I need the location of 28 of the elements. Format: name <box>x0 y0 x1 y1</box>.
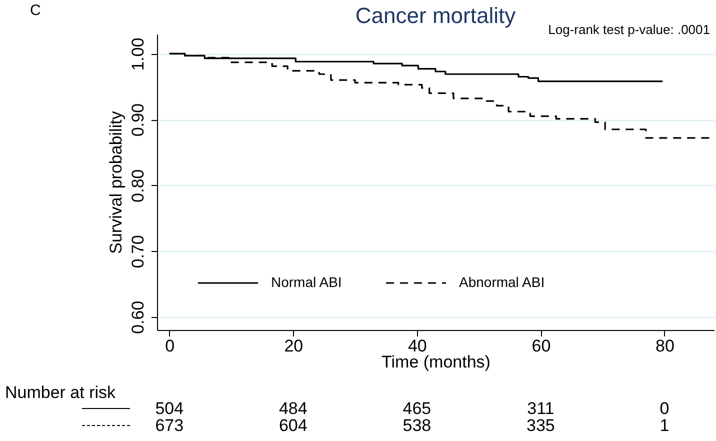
text: 484 <box>278 399 308 418</box>
y-tick-label: 1.00 <box>128 38 148 71</box>
x-tick-label: 60 <box>532 336 551 356</box>
y-tick-label: 0.80 <box>128 169 148 202</box>
text: 335 <box>526 416 555 435</box>
text: C <box>30 2 41 19</box>
legend-label: Normal ABI <box>271 274 342 290</box>
text: 538 <box>402 416 432 435</box>
x-tick-label: 20 <box>284 336 304 356</box>
x-tick-label: 80 <box>656 336 674 356</box>
text: 673 <box>155 416 184 435</box>
x-tick-label: 0 <box>165 336 175 356</box>
legend-label: Abnormal ABI <box>459 274 545 290</box>
text: 504 <box>155 399 184 418</box>
x-tick-label: 40 <box>408 336 427 356</box>
text: Number at risk <box>5 383 116 402</box>
x-axis-title: Time (months) <box>382 352 490 372</box>
y-tick-label: 0.90 <box>128 103 148 137</box>
text: 0 <box>660 399 670 418</box>
text: 604 <box>278 416 308 435</box>
y-tick-label: 0.60 <box>128 300 148 334</box>
y-axis-title: Survival probability <box>106 110 126 254</box>
annotation: Log-rank test p-value: .0001 <box>548 22 710 37</box>
text: 465 <box>402 399 432 418</box>
text: 1 <box>660 416 670 435</box>
y-tick-label: 0.70 <box>128 235 148 268</box>
chart-title: Cancer mortality <box>355 3 516 28</box>
text: 311 <box>527 399 554 418</box>
